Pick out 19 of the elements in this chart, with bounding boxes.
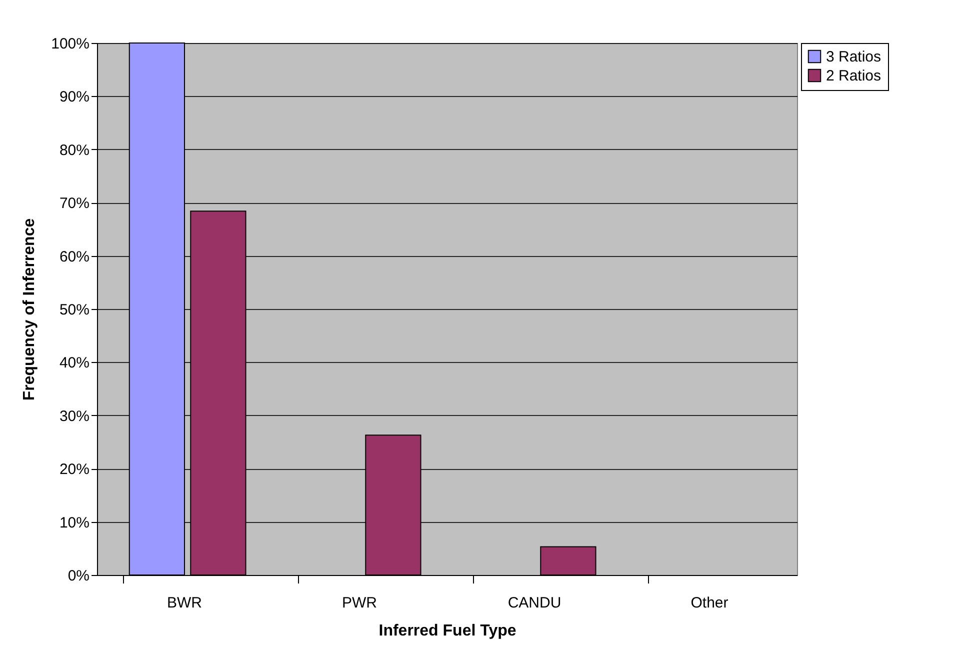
y-tick-label: 10%: [59, 514, 90, 532]
y-tick-label: 70%: [59, 195, 90, 212]
x-axis-title: Inferred Fuel Type: [378, 622, 516, 640]
y-tick-label: 50%: [59, 302, 90, 318]
y-tick-label: 30%: [59, 408, 90, 425]
y-tick-label: 40%: [59, 354, 90, 372]
x-tick-label: Other: [690, 594, 728, 612]
legend-label: 3 Ratios: [826, 48, 882, 66]
x-tick-label: PWR: [342, 594, 378, 612]
y-tick-label: 0%: [68, 568, 90, 584]
x-tick-label: BWR: [167, 594, 202, 612]
x-tick-label: CANDU: [508, 594, 562, 612]
legend-label: 2 Ratios: [826, 68, 882, 84]
y-tick-label: 80%: [59, 142, 90, 159]
y-tick-label: 20%: [59, 461, 90, 478]
y-tick-label: 100%: [51, 36, 90, 52]
y-axis-title: Frequency of Inferrence: [21, 218, 38, 401]
y-tick-label: 90%: [59, 88, 90, 106]
y-tick-label: 60%: [59, 248, 90, 266]
